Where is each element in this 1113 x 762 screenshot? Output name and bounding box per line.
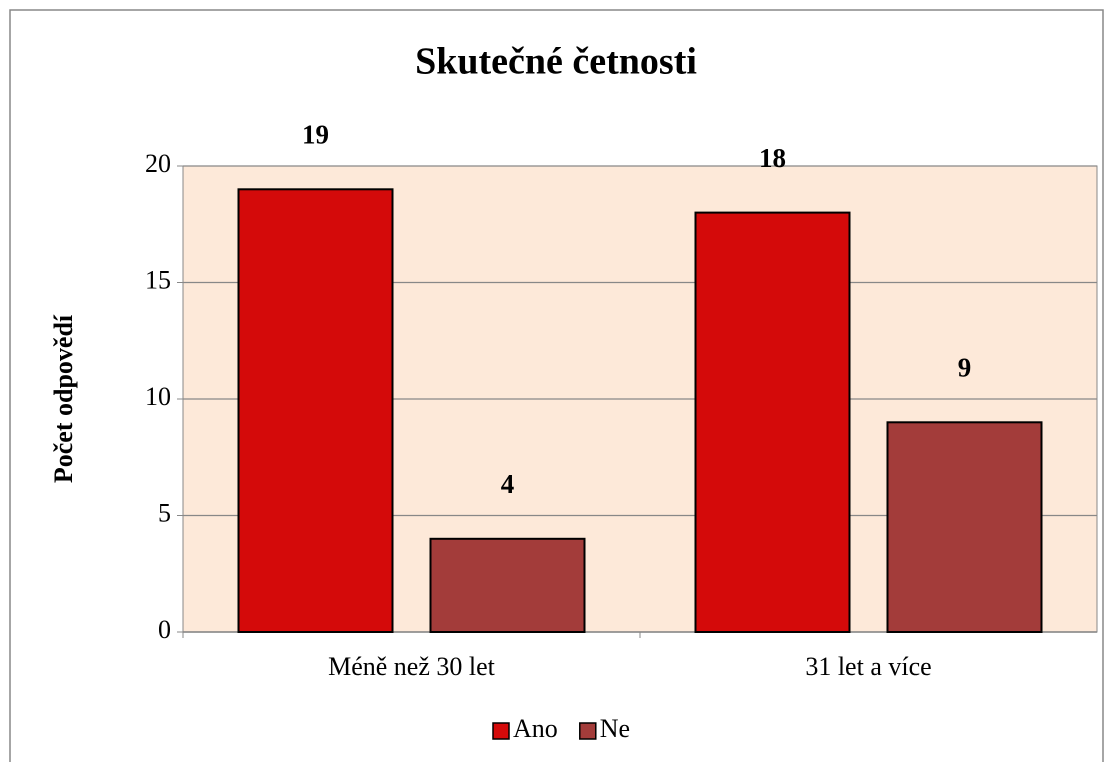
x-tick-label: 31 let a více bbox=[805, 652, 931, 681]
data-label: 9 bbox=[958, 353, 972, 383]
chart-title: Skutečné četnosti bbox=[415, 41, 697, 83]
y-axis-label: Počet odpovědí bbox=[49, 314, 78, 483]
x-tick-label: Méně než 30 let bbox=[328, 652, 496, 681]
legend-swatch bbox=[579, 722, 597, 740]
legend-label: Ne bbox=[600, 714, 630, 743]
bar bbox=[694, 211, 851, 633]
legend-swatch bbox=[492, 722, 510, 740]
bar bbox=[237, 188, 394, 634]
data-label: 18 bbox=[759, 143, 786, 173]
y-tick-label: 5 bbox=[158, 498, 171, 527]
bar bbox=[429, 537, 586, 633]
y-tick-label: 15 bbox=[145, 265, 171, 294]
y-tick-label: 20 bbox=[145, 149, 171, 178]
bar bbox=[886, 421, 1043, 633]
data-label: 4 bbox=[501, 469, 515, 499]
y-tick-label: 10 bbox=[145, 382, 171, 411]
legend-label: Ano bbox=[513, 714, 558, 743]
y-tick-label: 0 bbox=[158, 615, 171, 644]
data-label: 19 bbox=[302, 120, 329, 150]
